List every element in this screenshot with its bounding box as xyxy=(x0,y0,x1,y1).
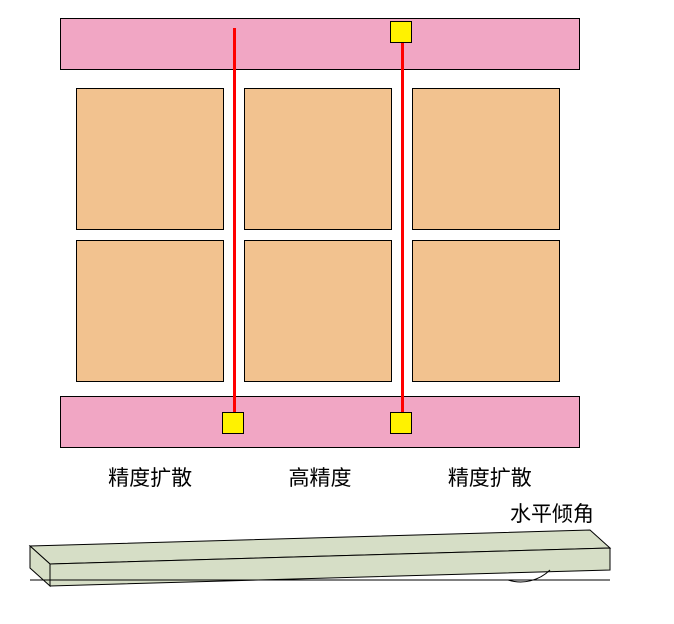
orange-box xyxy=(244,240,392,382)
yellow-connector-square xyxy=(390,412,412,434)
label-center: 高精度 xyxy=(288,462,351,492)
orange-box xyxy=(76,240,224,382)
label-row: 精度扩散 高精度 精度扩散 xyxy=(60,462,580,492)
pink-bar-top xyxy=(60,18,580,70)
red-vertical-line xyxy=(233,28,236,424)
red-vertical-line xyxy=(401,28,404,424)
label-left: 精度扩散 xyxy=(108,462,192,492)
yellow-connector-square xyxy=(390,21,412,43)
orange-box xyxy=(412,240,560,382)
label-right: 精度扩散 xyxy=(448,462,532,492)
orange-box xyxy=(412,88,560,230)
slab-svg xyxy=(10,528,620,598)
orange-box xyxy=(76,88,224,230)
pink-bar-bottom xyxy=(60,396,580,448)
grid-diagram xyxy=(60,18,580,448)
yellow-connector-square xyxy=(222,412,244,434)
orange-box xyxy=(244,88,392,230)
slab-diagram xyxy=(10,528,620,598)
tilt-label: 水平倾角 xyxy=(510,498,594,528)
